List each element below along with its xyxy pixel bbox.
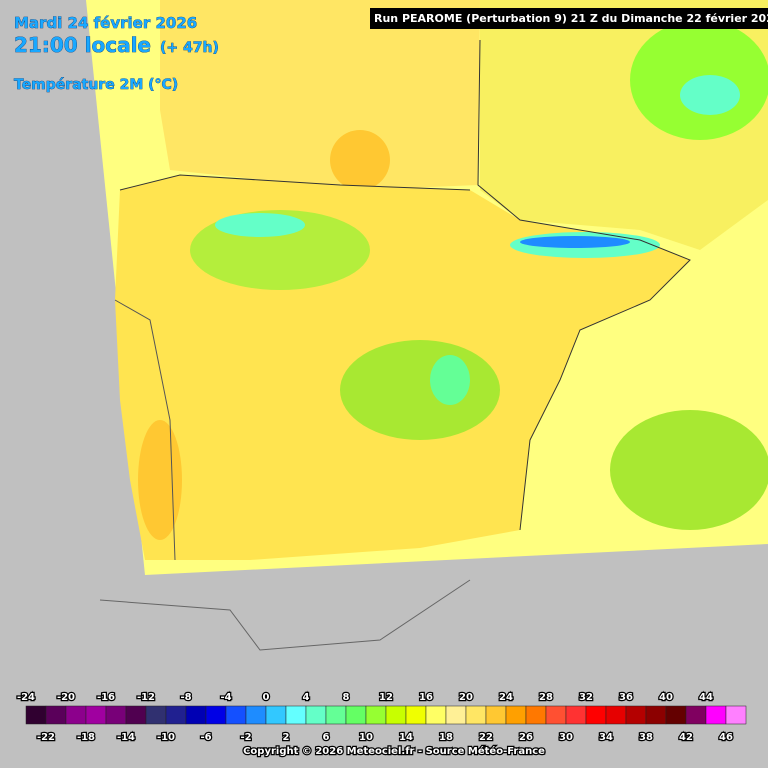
legend-label: 36	[619, 692, 633, 703]
legend-swatch	[545, 705, 567, 725]
warm-area	[330, 130, 390, 190]
legend-swatch	[265, 705, 287, 725]
legend-label: 38	[639, 732, 653, 743]
legend-label: 34	[599, 732, 613, 743]
legend-swatch	[205, 705, 227, 725]
legend-label: 12	[379, 692, 393, 703]
legend-swatch	[65, 705, 87, 725]
legend-swatch	[605, 705, 627, 725]
legend-swatch	[85, 705, 107, 725]
legend-swatch	[665, 705, 687, 725]
lead-time: (+ 47h)	[160, 40, 219, 56]
legend-label: 16	[419, 692, 433, 703]
legend-swatch	[625, 705, 647, 725]
legend-label: 40	[659, 692, 673, 703]
legend-label: 8	[343, 692, 350, 703]
legend-swatch	[705, 705, 727, 725]
legend-label: 10	[359, 732, 373, 743]
legend-label: -8	[180, 692, 191, 703]
legend-label: 46	[719, 732, 733, 743]
legend-swatch	[245, 705, 267, 725]
legend-label: -18	[77, 732, 95, 743]
legend-label: -22	[37, 732, 55, 743]
legend-label: 14	[399, 732, 413, 743]
legend-label: 42	[679, 732, 693, 743]
legend-swatch	[25, 705, 47, 725]
pyrenees	[520, 236, 630, 248]
warm-area	[138, 420, 182, 540]
legend-label: 22	[479, 732, 493, 743]
legend-label: -20	[57, 692, 75, 703]
legend-swatch	[505, 705, 527, 725]
legend-label: -12	[137, 692, 155, 703]
legend-label: 0	[263, 692, 270, 703]
color-legend: -24-22-20-18-16-14-12-10-8-6-4-202468101…	[16, 691, 747, 744]
legend-label: 24	[499, 692, 513, 703]
legend-swatch	[465, 705, 487, 725]
legend-swatch	[585, 705, 607, 725]
legend-label: 20	[459, 692, 473, 703]
cold-area	[215, 213, 305, 237]
run-info: Run PEAROME (Perturbation 9) 21 Z du Dim…	[374, 12, 768, 25]
legend-label: -4	[220, 692, 231, 703]
legend-label: -24	[17, 692, 35, 703]
cold-area	[340, 340, 500, 440]
legend-label: 26	[519, 732, 533, 743]
legend-label: 6	[323, 732, 330, 743]
legend-swatch	[305, 705, 327, 725]
legend-label: 4	[303, 692, 310, 703]
legend-swatch	[485, 705, 507, 725]
legend-swatch	[105, 705, 127, 725]
legend-label: -2	[240, 732, 251, 743]
legend-label: 2	[283, 732, 290, 743]
time: 21:00 locale	[14, 33, 151, 57]
cold-area	[680, 75, 740, 115]
legend-label: -6	[200, 732, 211, 743]
cold-area	[610, 410, 768, 530]
legend-swatch	[565, 705, 587, 725]
legend-swatch	[145, 705, 167, 725]
legend-swatch	[45, 705, 67, 725]
legend-swatch	[325, 705, 347, 725]
legend-label: 18	[439, 732, 453, 743]
legend-swatch	[125, 705, 147, 725]
legend-label: -14	[117, 732, 135, 743]
run-banner	[370, 8, 768, 29]
legend-swatch	[405, 705, 427, 725]
legend-label: -10	[157, 732, 175, 743]
legend-swatch	[345, 705, 367, 725]
legend-swatch	[425, 705, 447, 725]
legend-swatch	[645, 705, 667, 725]
legend-label: 30	[559, 732, 573, 743]
legend-swatch	[225, 705, 247, 725]
legend-swatch	[285, 705, 307, 725]
date: Mardi 24 février 2026	[14, 14, 197, 32]
legend-swatch	[445, 705, 467, 725]
parameter: Température 2M (°C)	[14, 77, 178, 93]
legend-swatch	[525, 705, 547, 725]
legend-label: 28	[539, 692, 553, 703]
legend-label: 32	[579, 692, 593, 703]
legend-label: -16	[97, 692, 115, 703]
biscay-sea	[160, 0, 480, 190]
legend-swatch	[685, 705, 707, 725]
cold-area	[430, 355, 470, 405]
legend-swatch	[185, 705, 207, 725]
legend-label: 44	[699, 692, 713, 703]
legend-swatch	[385, 705, 407, 725]
copyright: Copyright © 2026 Meteociel.fr - Source M…	[243, 745, 545, 757]
legend-swatch	[725, 705, 747, 725]
legend-swatch	[165, 705, 187, 725]
borders	[99, 39, 691, 651]
legend-swatch	[365, 705, 387, 725]
